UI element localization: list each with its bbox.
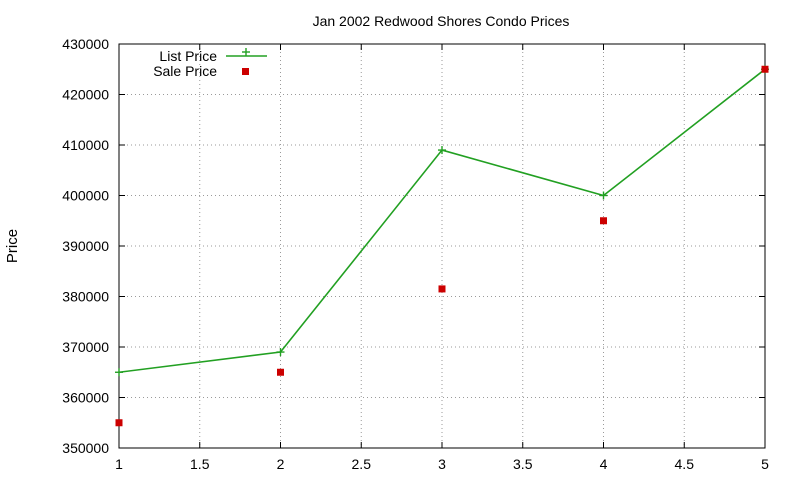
y-tick-label: 350000 [62, 440, 109, 456]
x-tick-label: 4.5 [675, 456, 695, 472]
list-price-point [276, 348, 285, 357]
y-axis-label: Price [4, 229, 21, 263]
y-tick-label: 430000 [62, 36, 109, 52]
series [115, 65, 769, 427]
sale-price-point [115, 419, 123, 427]
list-price-point [599, 191, 608, 200]
x-tick-label: 4 [600, 456, 608, 472]
y-tick-label: 360000 [62, 390, 109, 406]
x-tick-label: 3.5 [513, 456, 533, 472]
x-tick-label: 2 [277, 456, 285, 472]
sale-price-point [438, 285, 446, 293]
y-tick-label: 370000 [62, 339, 109, 355]
list-price-point [438, 146, 446, 155]
legend: List Price Sale Price [153, 48, 267, 79]
legend-swatch-sale-price [242, 68, 249, 75]
x-tick-label: 5 [761, 456, 769, 472]
axis-ticks: 1 1.5 2 2.5 3 3.5 4 4.5 5 350000 360000 370000 38000… [62, 36, 769, 472]
grid [119, 44, 765, 448]
y-tick-label: 390000 [62, 238, 109, 254]
sale-price-point [277, 368, 284, 376]
list-price-point [115, 368, 123, 377]
sale-price-point [600, 217, 607, 225]
y-tick-label: 400000 [62, 188, 109, 204]
x-tick-label: 2.5 [352, 456, 372, 472]
y-tick-label: 420000 [62, 87, 109, 103]
chart-title: Jan 2002 Redwood Shores Condo Prices [313, 13, 570, 29]
x-tick-label: 3 [438, 456, 446, 472]
sale-price-point [761, 65, 769, 73]
legend-label-sale-price: Sale Price [153, 63, 217, 79]
x-tick-label: 1.5 [190, 456, 210, 472]
x-tick-label: 1 [115, 456, 123, 472]
y-tick-label: 380000 [62, 289, 109, 305]
legend-label-list-price: List Price [159, 48, 217, 64]
y-tick-label: 410000 [62, 137, 109, 153]
